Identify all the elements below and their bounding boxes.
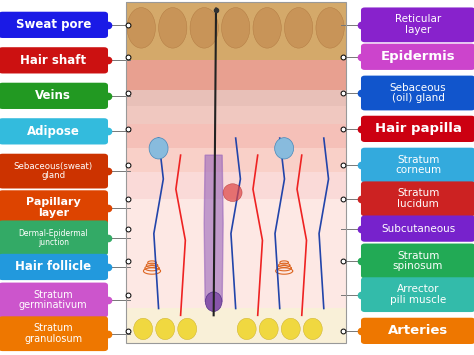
Ellipse shape — [223, 184, 242, 202]
Text: Arteries: Arteries — [388, 324, 448, 337]
Text: Subcutaneous: Subcutaneous — [381, 224, 455, 234]
Text: Arrector
pili muscle: Arrector pili muscle — [390, 284, 446, 305]
Bar — [126, 200, 346, 308]
FancyBboxPatch shape — [0, 283, 108, 317]
Ellipse shape — [159, 7, 187, 48]
FancyBboxPatch shape — [361, 244, 474, 278]
FancyBboxPatch shape — [0, 47, 108, 73]
FancyBboxPatch shape — [361, 76, 474, 110]
Bar — [126, 125, 346, 148]
Bar — [126, 60, 346, 91]
Bar — [126, 2, 346, 60]
Text: Sweat pore: Sweat pore — [16, 18, 91, 31]
FancyBboxPatch shape — [0, 254, 108, 280]
FancyBboxPatch shape — [361, 116, 474, 142]
Ellipse shape — [205, 292, 222, 311]
Ellipse shape — [156, 318, 174, 340]
Text: Stratum
spinosum: Stratum spinosum — [393, 251, 443, 271]
Ellipse shape — [178, 318, 197, 340]
Text: Papillary
layer: Papillary layer — [26, 197, 81, 218]
Text: Dermal-Epidermal
junction: Dermal-Epidermal junction — [18, 229, 88, 247]
Text: Sebaceous
(oil) gland: Sebaceous (oil) gland — [390, 83, 447, 103]
Ellipse shape — [127, 7, 155, 48]
Text: Hair papilla: Hair papilla — [374, 122, 462, 135]
FancyBboxPatch shape — [361, 277, 474, 312]
FancyBboxPatch shape — [361, 148, 474, 182]
Text: Hair shaft: Hair shaft — [20, 54, 86, 67]
Text: Stratum
corneum: Stratum corneum — [395, 155, 441, 175]
Text: Reticular
layer: Reticular layer — [395, 15, 441, 35]
Ellipse shape — [237, 318, 256, 340]
Bar — [126, 172, 346, 200]
Ellipse shape — [274, 138, 293, 159]
Ellipse shape — [303, 318, 322, 340]
FancyBboxPatch shape — [0, 154, 108, 189]
Text: Veins: Veins — [36, 89, 71, 102]
FancyBboxPatch shape — [361, 7, 474, 42]
Ellipse shape — [221, 7, 250, 48]
Ellipse shape — [281, 318, 300, 340]
Ellipse shape — [253, 7, 281, 48]
Bar — [126, 91, 346, 106]
Text: Hair follicle: Hair follicle — [15, 261, 91, 273]
FancyBboxPatch shape — [0, 12, 108, 38]
Text: Stratum
granulosum: Stratum granulosum — [24, 323, 82, 344]
Text: Sebaceous(sweat)
gland: Sebaceous(sweat) gland — [14, 162, 93, 180]
Ellipse shape — [284, 7, 313, 48]
FancyBboxPatch shape — [361, 215, 474, 242]
Ellipse shape — [190, 7, 219, 48]
Bar — [126, 308, 346, 343]
Ellipse shape — [316, 7, 344, 48]
FancyBboxPatch shape — [0, 316, 108, 351]
FancyBboxPatch shape — [0, 118, 108, 144]
Text: Epidermis: Epidermis — [381, 50, 456, 63]
FancyBboxPatch shape — [361, 318, 474, 344]
Polygon shape — [204, 155, 223, 302]
FancyBboxPatch shape — [0, 190, 108, 225]
Text: Stratum
lucidum: Stratum lucidum — [397, 189, 439, 209]
Ellipse shape — [259, 318, 278, 340]
Bar — [126, 148, 346, 172]
Bar — [126, 2, 346, 343]
Ellipse shape — [134, 318, 153, 340]
FancyBboxPatch shape — [361, 44, 474, 70]
FancyBboxPatch shape — [0, 220, 108, 255]
Ellipse shape — [149, 138, 168, 159]
FancyBboxPatch shape — [361, 181, 474, 216]
FancyBboxPatch shape — [0, 83, 108, 109]
Text: Stratum
germinativum: Stratum germinativum — [19, 290, 88, 310]
Bar — [126, 106, 346, 125]
Text: Adipose: Adipose — [27, 125, 80, 138]
